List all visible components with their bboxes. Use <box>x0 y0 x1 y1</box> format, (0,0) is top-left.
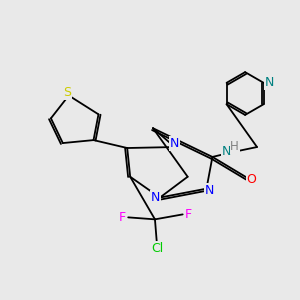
Text: N: N <box>170 137 179 150</box>
Text: N: N <box>151 191 160 204</box>
Text: N: N <box>264 76 274 89</box>
Text: H: H <box>230 140 239 153</box>
Text: O: O <box>247 173 256 186</box>
Text: N: N <box>222 146 231 158</box>
Text: Cl: Cl <box>151 242 163 255</box>
Text: F: F <box>119 211 126 224</box>
Text: S: S <box>63 86 71 99</box>
Text: F: F <box>185 208 192 221</box>
Text: N: N <box>205 184 214 196</box>
